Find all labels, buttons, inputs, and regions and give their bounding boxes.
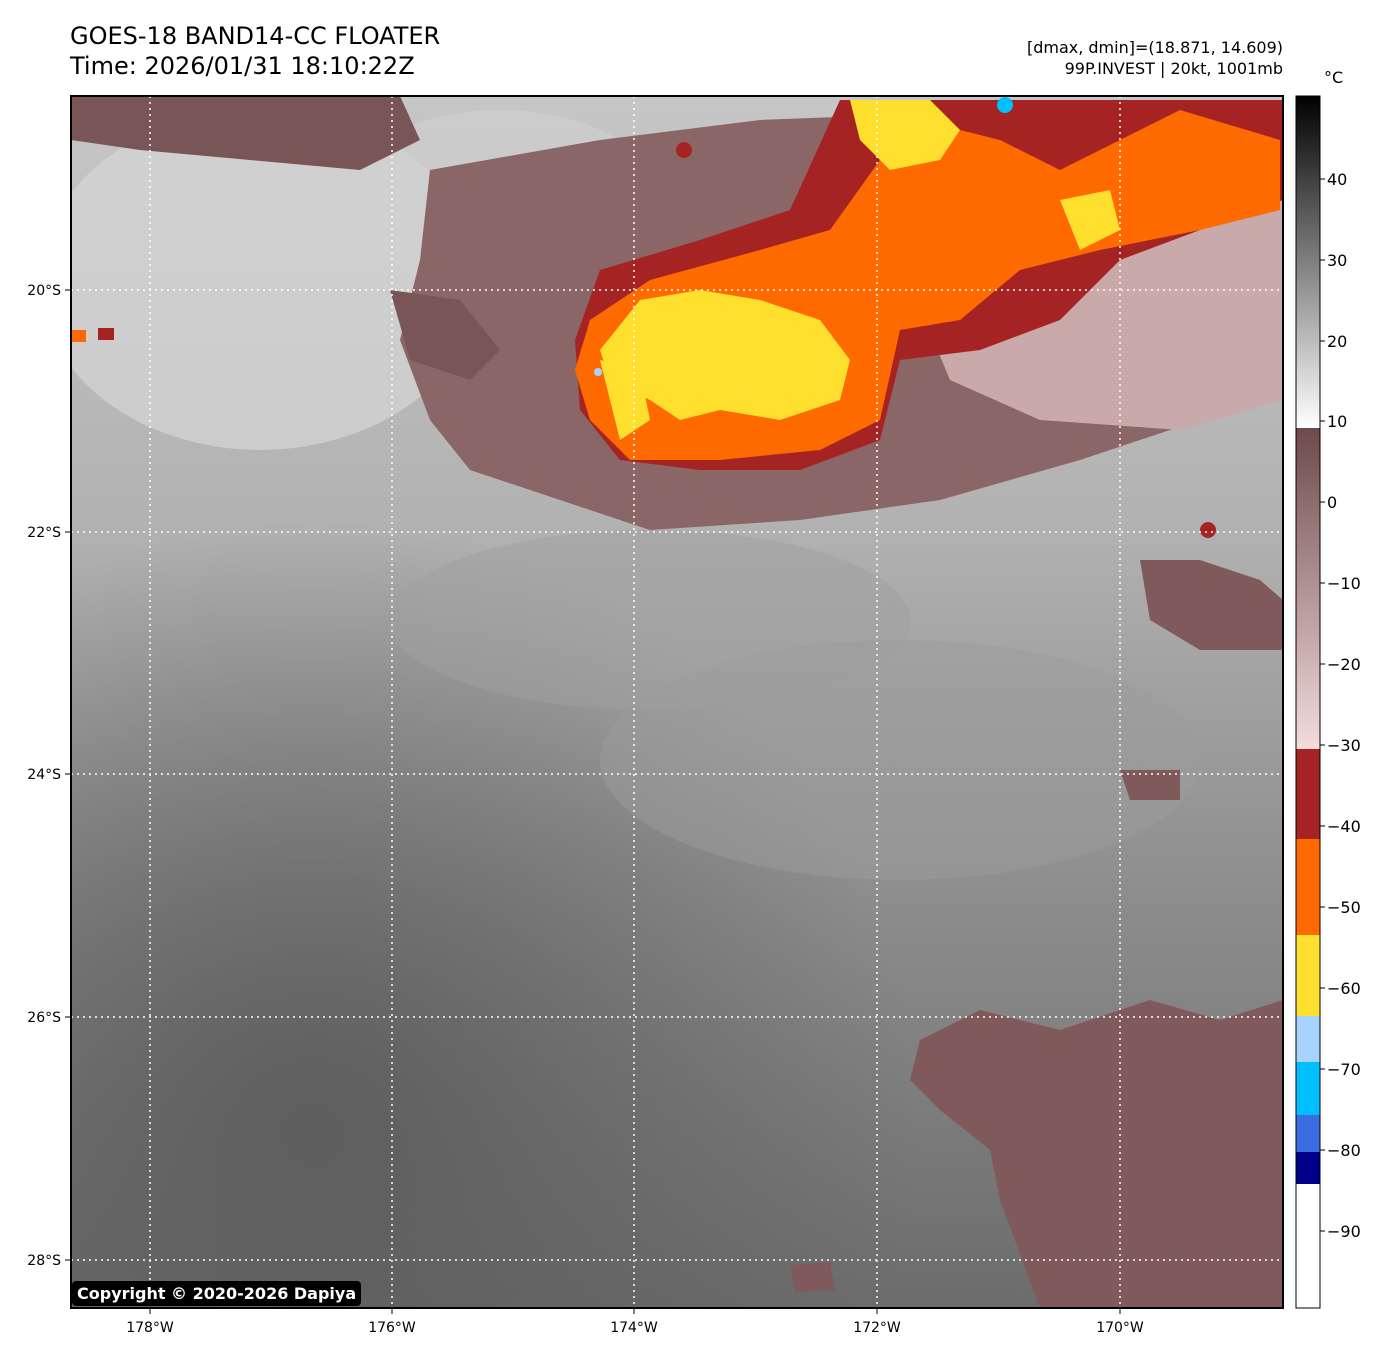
lat-axis: 20°S 22°S 24°S 26°S 28°S <box>27 283 71 1269</box>
colorbar-frame <box>1295 95 1321 1309</box>
lon-label: 172°W <box>853 1320 901 1336</box>
colorbar-tick-label: −80 <box>1327 1141 1361 1160</box>
colorbar-tick-label: −70 <box>1327 1060 1361 1079</box>
image-title: GOES-18 BAND14-CC FLOATER <box>70 22 441 50</box>
image-timestamp: Time: 2026/01/31 18:10:22Z <box>70 52 415 80</box>
lon-label: 170°W <box>1096 1320 1144 1336</box>
lon-label: 174°W <box>610 1320 658 1336</box>
map-frame <box>70 95 1284 1309</box>
colorbar-band-lightblue <box>1296 1016 1320 1062</box>
lat-label: 20°S <box>27 283 61 299</box>
satellite-imagery <box>71 96 1283 1308</box>
lon-label: 178°W <box>126 1320 174 1336</box>
colorbar-tick-label: −50 <box>1327 898 1361 917</box>
colorbar-tick-label: −60 <box>1327 979 1361 998</box>
copyright-label: Copyright © 2020-2026 Dapiya <box>72 1281 362 1306</box>
colorbar-tick-label: 30 <box>1327 251 1347 270</box>
colorbar-tick-label: −40 <box>1327 817 1361 836</box>
colorbar-tick-label: −10 <box>1327 574 1361 593</box>
colorbar-band-white <box>1296 1184 1320 1308</box>
colorbar-tick-label: 40 <box>1327 170 1347 189</box>
colorbar-tick-label: −20 <box>1327 655 1361 674</box>
lon-axis: 178°W 176°W 174°W 172°W 170°W <box>126 1308 1144 1336</box>
colorbar-band-blue <box>1296 1115 1320 1152</box>
colorbar-band-orange <box>1296 839 1320 935</box>
storm-info: 99P.INVEST | 20kt, 1001mb <box>1064 59 1283 78</box>
colorbar-band-cyan <box>1296 1062 1320 1115</box>
lat-label: 28°S <box>27 1253 61 1269</box>
colorbar-band-brown <box>1296 428 1320 749</box>
colorbar-tick-label: 10 <box>1327 412 1347 431</box>
colorbar-tick-label: −30 <box>1327 736 1361 755</box>
colorbar-band-darkred <box>1296 749 1320 839</box>
colorbar-tick-label: −90 <box>1327 1222 1361 1241</box>
colorbar: 40 30 20 10 0 −10 −20 −30 −40 −50 −60 −7… <box>1295 95 1361 1309</box>
colorbar-band-yellow <box>1296 935 1320 1016</box>
lon-label: 176°W <box>368 1320 416 1336</box>
colorbar-tick-label: 20 <box>1327 332 1347 351</box>
colorbar-tick-label: 0 <box>1327 493 1337 512</box>
map-gridlines <box>71 96 1283 1308</box>
colorbar-band-navy <box>1296 1152 1320 1184</box>
colorbar-band-gray <box>1296 96 1320 428</box>
colorbar-unit: °C <box>1324 68 1344 87</box>
lat-label: 24°S <box>27 767 61 783</box>
lat-label: 22°S <box>27 525 61 541</box>
lat-label: 26°S <box>27 1010 61 1026</box>
dmax-dmin-readout: [dmax, dmin]=(18.871, 14.609) <box>1026 38 1283 57</box>
